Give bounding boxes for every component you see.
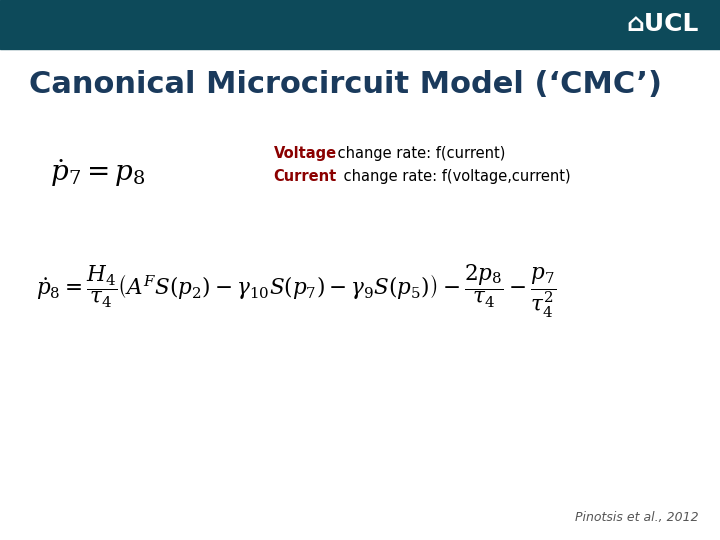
Text: change rate: f(current): change rate: f(current) xyxy=(333,146,505,161)
Text: Voltage: Voltage xyxy=(274,146,337,161)
Bar xyxy=(0,0,720,49)
Text: $\dot{p}_8 = \dfrac{H_4}{\tau_4}\left(A^F S(p_2) - \gamma_{10} S(p_7) - \gamma_9: $\dot{p}_8 = \dfrac{H_4}{\tau_4}\left(A^… xyxy=(36,263,557,320)
Text: Current: Current xyxy=(274,169,337,184)
Text: Canonical Microcircuit Model (‘CMC’): Canonical Microcircuit Model (‘CMC’) xyxy=(29,70,662,99)
Text: change rate: f(voltage,current): change rate: f(voltage,current) xyxy=(339,169,571,184)
Text: ⌂UCL: ⌂UCL xyxy=(626,12,698,36)
Text: Pinotsis et al., 2012: Pinotsis et al., 2012 xyxy=(575,511,698,524)
Text: $\dot{p}_7 = p_8$: $\dot{p}_7 = p_8$ xyxy=(50,157,146,188)
